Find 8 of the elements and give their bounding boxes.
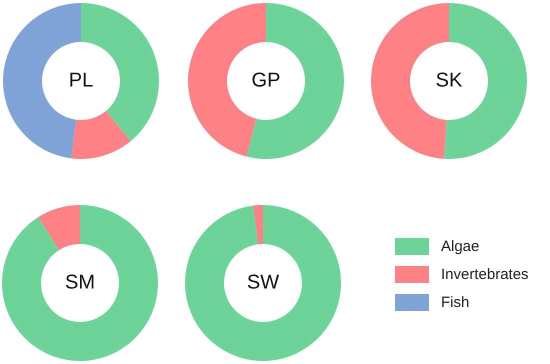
legend-label: Algae (441, 238, 480, 254)
legend-label: Fish (441, 294, 470, 310)
text: SW (246, 272, 280, 294)
text: GP (252, 70, 280, 92)
text: PL (68, 70, 94, 92)
text: SM (65, 272, 95, 294)
legend-label: Invertebrates (441, 266, 529, 282)
text: SK (436, 70, 463, 92)
